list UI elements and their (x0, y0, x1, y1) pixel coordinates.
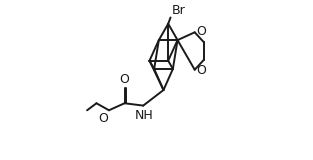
Text: O: O (98, 112, 108, 124)
Text: NH: NH (135, 109, 153, 123)
Text: O: O (120, 73, 130, 86)
Text: O: O (196, 25, 206, 38)
Text: Br: Br (171, 4, 185, 17)
Text: O: O (196, 64, 206, 77)
